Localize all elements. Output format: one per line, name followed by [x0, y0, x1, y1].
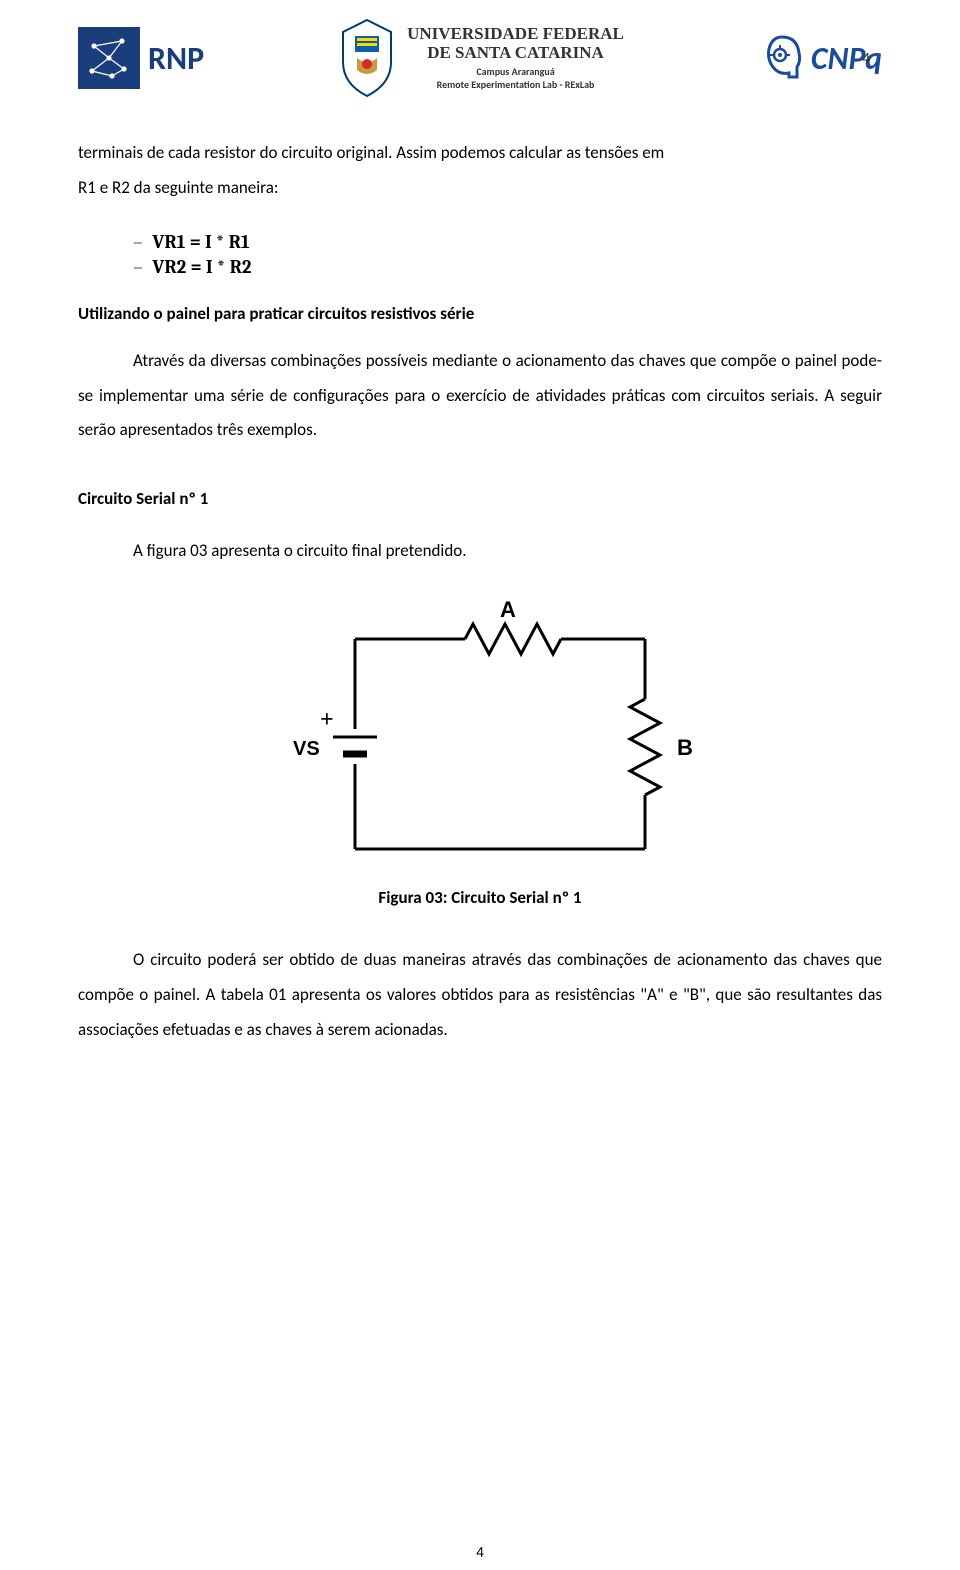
ufsc-text: UNIVERSIDADE FEDERAL DE SANTA CATARINA C… — [407, 25, 624, 90]
page-number-top: 4 — [862, 50, 870, 68]
formula-1-text: VR1 = I * R1 — [153, 231, 250, 253]
formula-1: –VR1 = I * R1 — [133, 231, 882, 253]
cnpq-head-icon — [757, 33, 807, 83]
rnp-label: RNP — [148, 39, 204, 78]
ufsc-title-1: UNIVERSIDADE FEDERAL — [407, 25, 624, 44]
closing-para: O circuito poderá ser obtido de duas man… — [78, 943, 882, 1048]
svg-text:+: + — [320, 707, 334, 733]
ufsc-sub1: Campus Araranguá — [407, 65, 624, 78]
intro-line2: R1 e R2 da seguinte maneira: — [78, 171, 882, 206]
formula-2-text: VR2 = I * R2 — [153, 256, 252, 278]
cnpq-label: CNPq — [811, 39, 882, 78]
circuit-figure: + A B VS Figura 03: Circuito Serial nº 1 — [78, 599, 882, 908]
label-A: A — [500, 599, 516, 622]
footer-page-number: 4 — [0, 1544, 960, 1562]
ufsc-seal-icon — [337, 18, 397, 98]
formula-list: –VR1 = I * R1 –VR2 = I * R2 — [133, 231, 882, 278]
circuit-diagram: + A B VS — [265, 599, 695, 869]
rnp-logo: RNP — [78, 27, 204, 89]
section-heading-1: Utilizando o painel para praticar circui… — [78, 303, 882, 324]
intro-line1: terminais de cada resistor do circuito o… — [78, 136, 882, 171]
rnp-icon — [78, 27, 140, 89]
label-VS: VS — [293, 738, 320, 760]
sub1-intro: A figura 03 apresenta o circuito final p… — [78, 534, 882, 569]
figure-caption: Figura 03: Circuito Serial nº 1 — [78, 887, 882, 908]
page-header: RNP UNIVERSIDADE FEDERAL DE SANTA CATARI… — [78, 10, 882, 106]
ufsc-title-2: DE SANTA CATARINA — [407, 44, 624, 63]
sub-heading-1: Circuito Serial nº 1 — [78, 488, 882, 509]
closing-paragraph-block: O circuito poderá ser obtido de duas man… — [78, 943, 882, 1048]
ufsc-sub2: Remote Experimentation Lab - RExLab — [407, 78, 624, 91]
label-B: B — [677, 735, 693, 760]
section1-para: Através da diversas combinações possívei… — [78, 344, 882, 449]
ufsc-logo-block: UNIVERSIDADE FEDERAL DE SANTA CATARINA C… — [337, 18, 624, 98]
formula-2: –VR2 = I * R2 — [133, 256, 882, 278]
